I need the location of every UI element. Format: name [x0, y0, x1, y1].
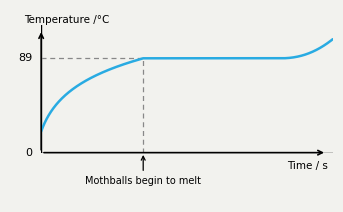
- Text: Temperature /°C: Temperature /°C: [24, 15, 109, 25]
- Text: Mothballs begin to melt: Mothballs begin to melt: [85, 156, 201, 186]
- Text: Time / s: Time / s: [287, 161, 328, 171]
- Text: 0: 0: [25, 148, 32, 158]
- Text: 89: 89: [18, 53, 32, 63]
